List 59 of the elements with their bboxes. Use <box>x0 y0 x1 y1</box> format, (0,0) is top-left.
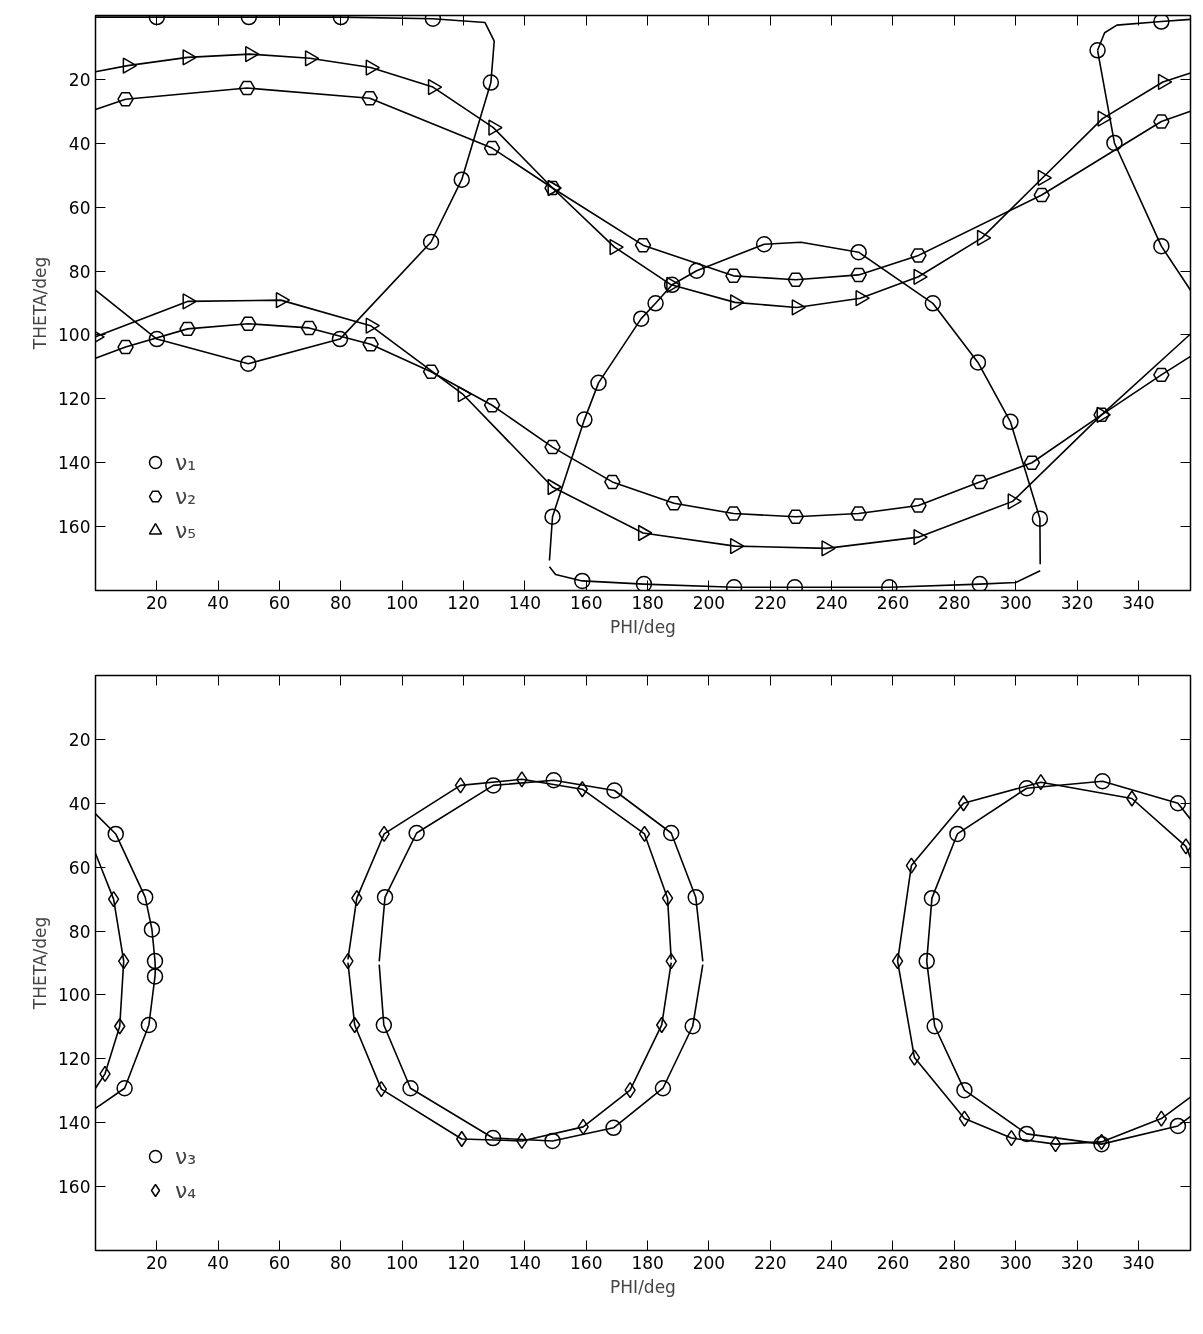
x-tick-label: 240 <box>815 592 848 613</box>
x-tick-label: 260 <box>876 1252 910 1273</box>
y-axis-title: THETA/deg <box>30 916 51 1011</box>
y-tick-label: 160 <box>58 517 91 538</box>
x-tick-label: 240 <box>815 1252 848 1273</box>
x-tick-label: 80 <box>330 592 352 613</box>
x-tick-label: 100 <box>386 1252 419 1273</box>
x-tick-label: 160 <box>570 592 603 613</box>
x-tick-label: 280 <box>938 1252 971 1273</box>
x-tick-label: 40 <box>207 592 230 613</box>
x-tick-label: 300 <box>999 592 1032 613</box>
legend-label: ν₁ <box>175 449 197 475</box>
x-tick-label: 200 <box>692 592 726 613</box>
x-tick-label: 300 <box>999 1252 1032 1273</box>
x-tick-label: 20 <box>146 592 168 613</box>
y-tick-label: 60 <box>68 197 91 218</box>
y-tick-label: 20 <box>68 729 91 750</box>
y-tick-label: 40 <box>68 793 91 814</box>
x-tick-label: 320 <box>1060 592 1094 613</box>
x-tick-label: 220 <box>754 592 787 613</box>
legend-label: ν₅ <box>175 517 197 543</box>
x-tick-label: 340 <box>1122 592 1155 613</box>
legend-label: ν₄ <box>175 1177 197 1203</box>
y-tick-label: 60 <box>68 857 91 878</box>
x-tick-label: 40 <box>207 1252 230 1273</box>
x-tick-label: 280 <box>938 592 971 613</box>
y-tick-label: 140 <box>58 1113 91 1134</box>
x-tick-label: 120 <box>447 592 480 613</box>
x-tick-label: 20 <box>146 1252 168 1273</box>
x-tick-label: 320 <box>1060 1252 1094 1273</box>
x-tick-label: 120 <box>447 1252 480 1273</box>
x-tick-label: 80 <box>330 1252 352 1273</box>
x-tick-label: 340 <box>1122 1252 1155 1273</box>
x-tick-label: 220 <box>754 1252 787 1273</box>
y-tick-label: 160 <box>58 1177 91 1198</box>
x-tick-label: 260 <box>876 592 910 613</box>
x-axis-title: PHI/deg <box>610 616 676 637</box>
x-tick-label: 140 <box>508 1252 542 1273</box>
x-tick-label: 100 <box>386 592 419 613</box>
legend-label: ν₃ <box>175 1143 197 1169</box>
y-tick-label: 40 <box>68 133 91 154</box>
x-axis-title: PHI/deg <box>610 1276 676 1297</box>
y-tick-label: 120 <box>58 389 91 410</box>
y-tick-label: 100 <box>58 985 91 1006</box>
x-tick-label: 160 <box>570 1252 603 1273</box>
x-tick-label: 140 <box>508 592 542 613</box>
x-tick-label: 200 <box>692 1252 726 1273</box>
y-tick-label: 80 <box>68 261 91 282</box>
y-tick-label: 140 <box>58 453 91 474</box>
y-axis-title: THETA/deg <box>30 256 51 351</box>
x-tick-label: 180 <box>631 592 664 613</box>
x-tick-label: 60 <box>268 592 291 613</box>
y-tick-label: 20 <box>68 69 91 90</box>
y-tick-label: 120 <box>58 1049 91 1070</box>
y-tick-label: 100 <box>58 325 91 346</box>
x-tick-label: 60 <box>268 1252 291 1273</box>
y-tick-label: 80 <box>68 921 91 942</box>
x-tick-label: 180 <box>631 1252 664 1273</box>
legend-label: ν₂ <box>175 483 197 509</box>
